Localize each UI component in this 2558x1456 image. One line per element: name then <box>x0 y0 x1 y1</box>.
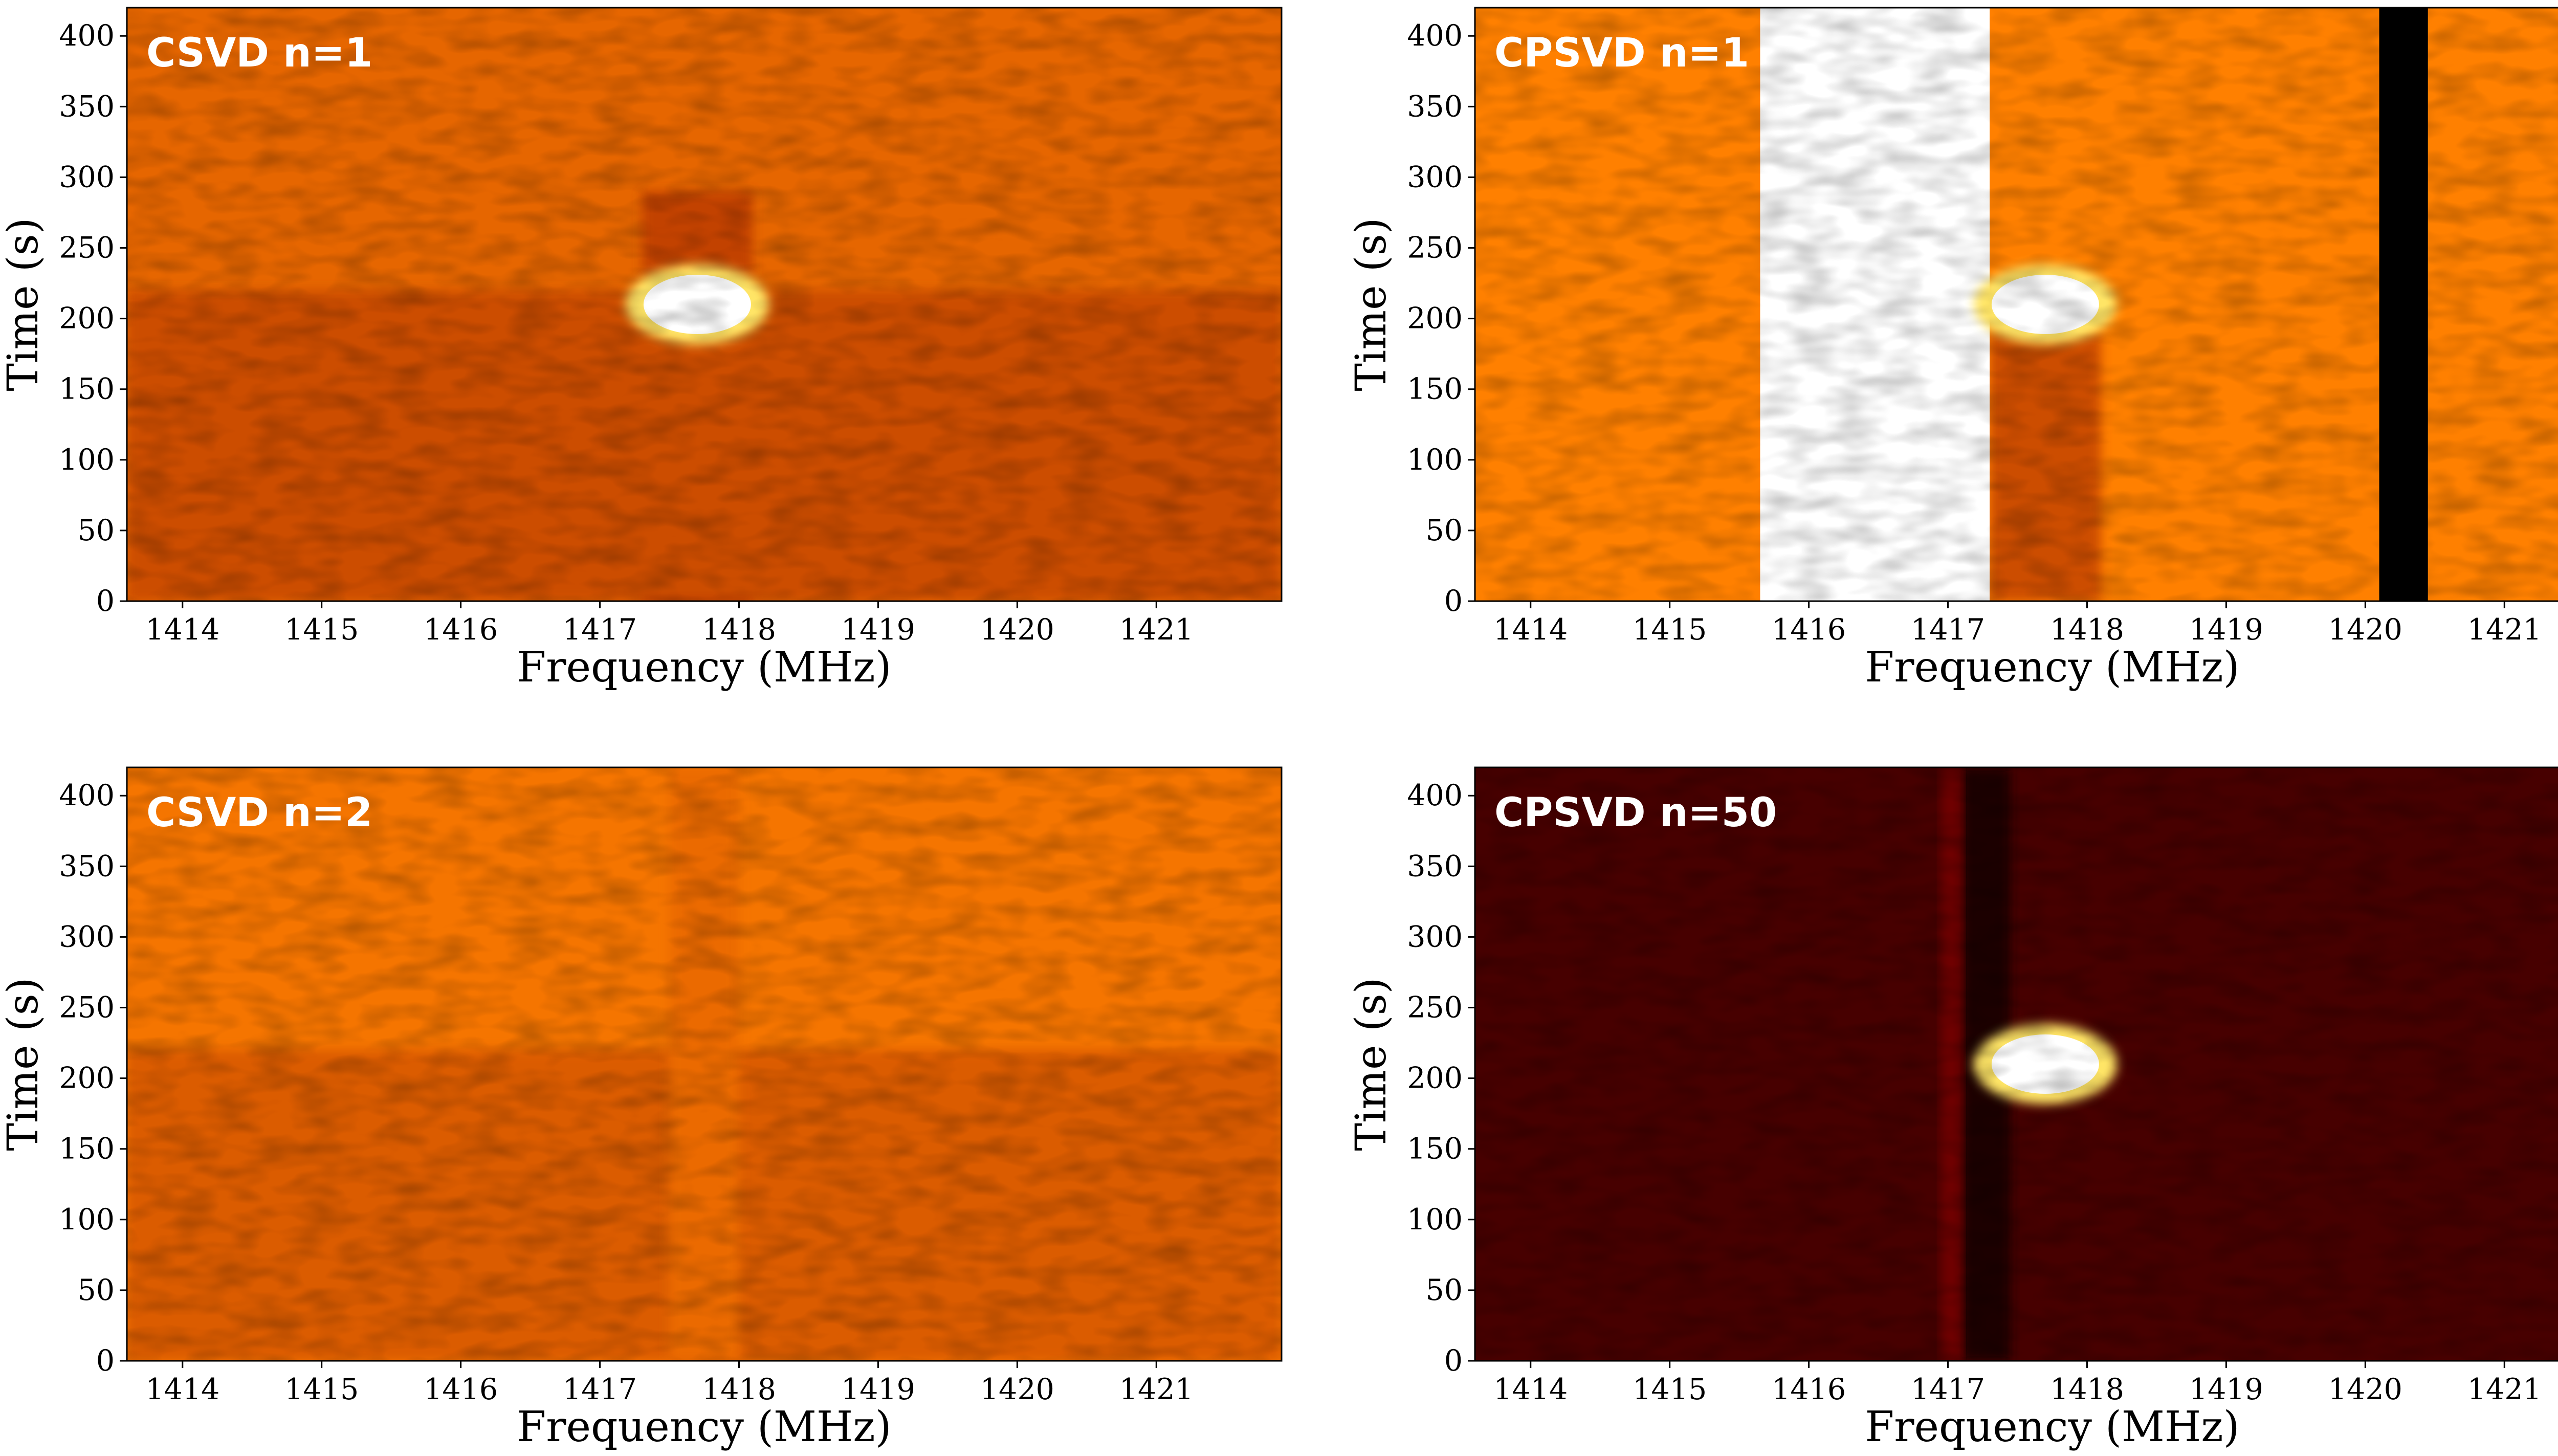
x-tick-label: 1420 <box>980 1373 1054 1406</box>
y-axis-title: Time (s) <box>1347 217 1396 391</box>
heatmap-image <box>1475 767 2558 1361</box>
y-tick-label: 150 <box>1407 372 1463 406</box>
x-tick-label: 1416 <box>424 613 498 647</box>
x-tick-label: 1416 <box>1772 613 1846 647</box>
y-tick-label: 200 <box>1407 302 1463 336</box>
y-tick-label: 300 <box>59 160 115 194</box>
y-tick-label: 250 <box>59 231 115 265</box>
y-tick-label: 0 <box>96 1344 115 1378</box>
x-tick-label: 1419 <box>841 1373 915 1406</box>
y-tick-label: 50 <box>77 1273 115 1307</box>
x-tick-label: 1414 <box>145 613 219 647</box>
y-tick-label: 250 <box>1407 231 1463 265</box>
y-tick-label: 300 <box>59 920 115 954</box>
plot-frame <box>126 766 1283 1362</box>
x-tick-label: 1414 <box>1493 613 1568 647</box>
y-tick-label: 150 <box>59 372 115 406</box>
y-tick-label: 0 <box>96 584 115 618</box>
heatmap-panel-1: 1414 1415 1416 1417 1418 1419 1420 1421 0 50 100 15… <box>0 7 1283 692</box>
y-tick-label: 0 <box>1444 1344 1463 1378</box>
y-tick-label: 350 <box>1407 849 1463 883</box>
heatmap-noise <box>1475 767 2558 1361</box>
y-tick-label: 50 <box>1425 1273 1463 1307</box>
x-tick-label: 1419 <box>841 613 915 647</box>
plot-frame <box>126 7 1283 602</box>
y-tick-label: 0 <box>1444 584 1463 618</box>
heatmap-noise <box>1475 8 2558 601</box>
panel-label: CPSVD n=50 <box>1494 790 1777 836</box>
y-tick-label: 300 <box>1407 160 1463 194</box>
y-tick-label: 350 <box>59 849 115 883</box>
y-tick-label: 250 <box>1407 991 1463 1025</box>
plot-frame <box>1474 766 2558 1362</box>
y-tick-label: 100 <box>59 443 115 477</box>
y-tick-label: 400 <box>59 779 115 812</box>
x-tick-label: 1415 <box>284 1373 359 1406</box>
x-tick-label: 1418 <box>2050 613 2124 647</box>
x-axis-title: Frequency (MHz) <box>517 1403 891 1451</box>
x-tick-label: 1420 <box>2328 613 2402 647</box>
heatmap-panel-2: 1414 1415 1416 1417 1418 1419 1420 1421 0 50 100 15… <box>1347 7 2558 692</box>
y-tick-label: 50 <box>77 514 115 547</box>
y-tick-label: 350 <box>1407 90 1463 123</box>
x-tick-label: 1419 <box>2189 1373 2263 1406</box>
x-tick-label: 1421 <box>1119 613 1194 647</box>
x-tick-label: 1416 <box>424 1373 498 1406</box>
y-tick-label: 100 <box>59 1203 115 1237</box>
x-tick-label: 1415 <box>1633 613 1707 647</box>
panel-label: CSVD n=2 <box>146 790 372 836</box>
plot-frame <box>1474 7 2558 602</box>
x-tick-label: 1418 <box>702 1373 776 1406</box>
y-tick-label: 400 <box>59 19 115 53</box>
x-tick-label: 1417 <box>563 613 637 647</box>
heatmap-panel-4: 1414 1415 1416 1417 1418 1419 1420 1421 0 50 100 15… <box>1347 766 2558 1451</box>
y-tick-label: 100 <box>1407 443 1463 477</box>
x-axis-title: Frequency (MHz) <box>1865 643 2239 692</box>
x-tick-label: 1420 <box>980 613 1054 647</box>
panel-label: CSVD n=1 <box>146 30 372 76</box>
heatmap-panel-3: 1414 1415 1416 1417 1418 1419 1420 1421 0 50 100 15… <box>0 766 1283 1451</box>
y-tick-label: 200 <box>59 302 115 336</box>
y-tick-label: 150 <box>59 1132 115 1166</box>
x-tick-label: 1421 <box>1119 1373 1194 1406</box>
x-tick-label: 1419 <box>2189 613 2263 647</box>
x-tick-label: 1418 <box>2050 1373 2124 1406</box>
x-tick-label: 1415 <box>284 613 359 647</box>
y-axis-title: Time (s) <box>0 977 48 1151</box>
x-axis-title: Frequency (MHz) <box>1865 1403 2239 1451</box>
x-tick-label: 1417 <box>563 1373 637 1406</box>
y-tick-label: 50 <box>1425 514 1463 547</box>
heatmap-noise <box>127 767 1282 1361</box>
x-axis-title: Frequency (MHz) <box>517 643 891 692</box>
y-tick-label: 100 <box>1407 1203 1463 1237</box>
x-tick-label: 1417 <box>1911 1373 1985 1406</box>
y-axis-title: Time (s) <box>1347 977 1396 1151</box>
y-tick-label: 400 <box>1407 19 1463 53</box>
x-tick-label: 1418 <box>702 613 776 647</box>
y-tick-label: 350 <box>59 90 115 123</box>
y-tick-label: 300 <box>1407 920 1463 954</box>
x-tick-label: 1420 <box>2328 1373 2402 1406</box>
y-axis-title: Time (s) <box>0 217 48 391</box>
heatmap-image <box>1475 8 2558 601</box>
x-tick-label: 1415 <box>1633 1373 1707 1406</box>
y-tick-label: 200 <box>59 1062 115 1095</box>
y-tick-label: 200 <box>1407 1062 1463 1095</box>
panel-label: CPSVD n=1 <box>1494 30 1749 76</box>
heatmap-image <box>127 8 1282 601</box>
y-tick-label: 400 <box>1407 779 1463 812</box>
x-tick-label: 1414 <box>145 1373 219 1406</box>
heatmap-noise <box>127 8 1282 601</box>
x-tick-label: 1417 <box>1911 613 1985 647</box>
x-tick-label: 1414 <box>1493 1373 1568 1406</box>
x-tick-label: 1421 <box>2467 613 2542 647</box>
x-tick-label: 1421 <box>2467 1373 2542 1406</box>
y-tick-label: 250 <box>59 991 115 1025</box>
y-tick-label: 150 <box>1407 1132 1463 1166</box>
heatmap-image <box>127 767 1282 1361</box>
x-tick-label: 1416 <box>1772 1373 1846 1406</box>
